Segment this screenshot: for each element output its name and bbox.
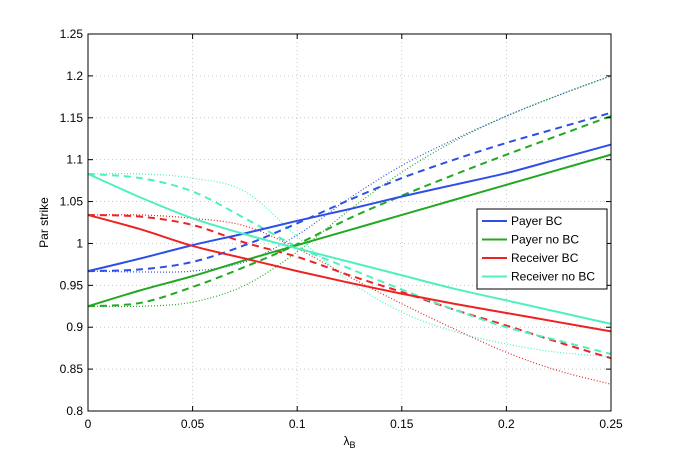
x-tick-label: 0.05 (181, 417, 205, 431)
tick-labels: 0 0.05 0.1 0.15 0.2 0.25 0.8 0.85 0.9 0.95 1 1.05 1.… (60, 27, 623, 431)
series-line-4-dashed (87, 111, 612, 273)
axis-ticks (87, 33, 612, 412)
x-tick-label: 0.1 (289, 417, 306, 431)
series-line-7-dashed (87, 172, 612, 355)
series-line-5-dashed (87, 115, 612, 308)
x-axis-label-subscript: B (349, 440, 355, 450)
legend-box (476, 208, 608, 290)
x-axis-label-main: λ (343, 434, 349, 448)
series-line-3-solid (87, 172, 612, 325)
legend-label: Payer BC (511, 214, 563, 228)
legend: Payer BC Payer no BC Receiver BC Receiver n… (476, 208, 608, 290)
x-axis-label: λB (343, 434, 355, 450)
series-line-1-solid (87, 153, 612, 308)
y-tick-label: 0.95 (60, 278, 84, 292)
x-tick-label: 0 (85, 417, 92, 431)
series-line-8-dotted (87, 75, 612, 273)
series-line-6-dashed (87, 213, 612, 360)
series-line-11-dotted (87, 173, 612, 358)
legend-label: Receiver no BC (511, 270, 595, 284)
y-tick-label: 0.9 (66, 320, 83, 334)
y-tick-label: 0.8 (66, 404, 83, 418)
series-line-9-dotted (87, 75, 612, 308)
x-tick-label: 0.2 (498, 417, 515, 431)
series-line-0-solid (87, 143, 612, 273)
y-tick-label: 1.1 (66, 153, 83, 167)
y-tick-label: 1.05 (60, 195, 84, 209)
series-line-2-solid (87, 213, 612, 333)
y-tick-label: 1.25 (60, 27, 84, 41)
y-tick-label: 0.85 (60, 362, 84, 376)
series-layer (87, 75, 612, 385)
y-tick-label: 1 (76, 236, 83, 250)
y-axis-label: Par strike (37, 197, 51, 248)
x-tick-label: 0.25 (599, 417, 623, 431)
y-tick-label: 1.2 (66, 69, 83, 83)
legend-label: Receiver BC (511, 251, 579, 265)
y-tick-label: 1.15 (60, 111, 84, 125)
plot-frame (87, 33, 612, 412)
legend-label: Payer no BC (511, 233, 579, 247)
x-tick-label: 0.15 (390, 417, 414, 431)
